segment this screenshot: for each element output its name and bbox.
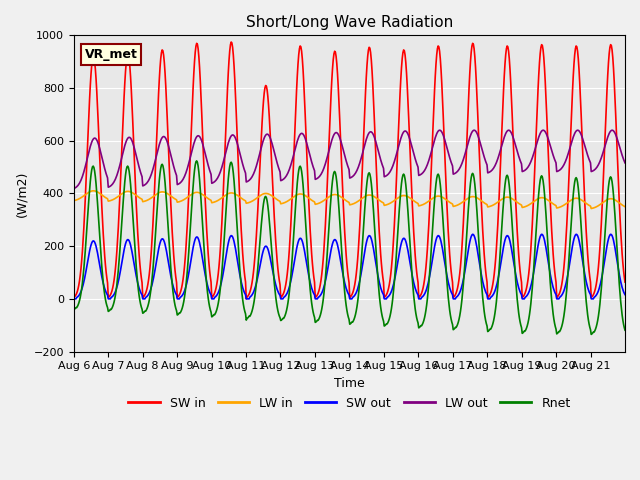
- Rnet: [588, 332, 595, 337]
- LW out: [70, 186, 77, 192]
- LW out: [406, 137, 414, 143]
- LW in: [407, 196, 415, 202]
- Line: LW out: LW out: [74, 130, 625, 189]
- Line: SW out: SW out: [74, 234, 625, 299]
- LW out: [134, 162, 142, 168]
- LW in: [621, 204, 629, 210]
- SW out: [437, 239, 445, 244]
- LW out: [540, 127, 547, 133]
- SW in: [285, 246, 293, 252]
- SW out: [263, 244, 271, 250]
- LW in: [285, 198, 292, 204]
- Line: Rnet: Rnet: [74, 161, 625, 335]
- LW out: [236, 150, 244, 156]
- SW in: [237, 213, 244, 219]
- Rnet: [621, 327, 629, 333]
- LW in: [588, 205, 595, 211]
- Rnet: [285, 295, 292, 300]
- Rnet: [70, 307, 77, 312]
- SW in: [227, 39, 235, 45]
- SW out: [406, 261, 414, 266]
- Text: VR_met: VR_met: [85, 48, 138, 61]
- LW in: [135, 195, 143, 201]
- SW in: [438, 95, 446, 101]
- Y-axis label: (W/m2): (W/m2): [15, 170, 28, 216]
- Line: SW in: SW in: [74, 42, 625, 299]
- Title: Short/Long Wave Radiation: Short/Long Wave Radiation: [246, 15, 453, 30]
- Rnet: [264, 203, 271, 209]
- LW out: [437, 128, 445, 134]
- SW in: [621, 279, 629, 285]
- LW in: [264, 191, 271, 197]
- SW in: [134, 242, 142, 248]
- LW in: [438, 194, 445, 200]
- X-axis label: Time: Time: [334, 377, 365, 390]
- SW in: [243, 296, 250, 302]
- SW out: [621, 292, 629, 298]
- SW out: [284, 288, 292, 294]
- LW in: [90, 188, 97, 194]
- Rnet: [237, 276, 244, 281]
- SW in: [70, 295, 77, 300]
- Rnet: [407, 255, 415, 261]
- Rnet: [438, 199, 445, 204]
- SW in: [265, 102, 273, 108]
- SW out: [236, 272, 244, 277]
- SW out: [70, 296, 77, 302]
- Legend: SW in, LW in, SW out, LW out, Rnet: SW in, LW in, SW out, LW out, Rnet: [124, 392, 575, 415]
- Rnet: [134, 288, 142, 293]
- LW in: [70, 198, 77, 204]
- Rnet: [193, 158, 200, 164]
- SW out: [134, 283, 142, 289]
- Line: LW in: LW in: [74, 191, 625, 208]
- LW out: [263, 131, 271, 137]
- LW out: [621, 160, 629, 166]
- SW in: [408, 185, 415, 191]
- SW out: [469, 231, 477, 237]
- LW in: [237, 195, 244, 201]
- LW out: [284, 170, 292, 176]
